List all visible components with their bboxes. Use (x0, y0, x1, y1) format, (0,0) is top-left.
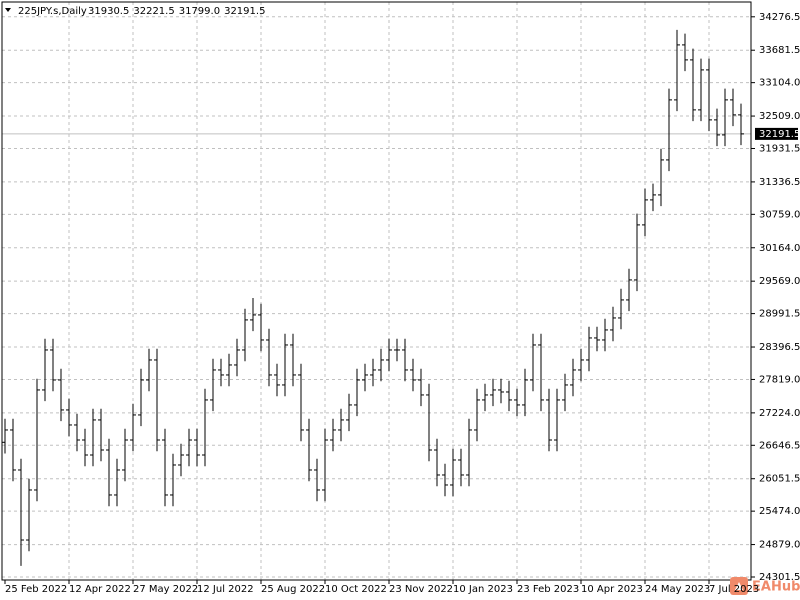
x-tick-label: 10 Apr 2023 (581, 584, 643, 595)
y-tick-label: 26051.5 (759, 474, 800, 485)
x-tick-label: 23 Feb 2023 (517, 584, 579, 595)
y-tick-label: 29569.0 (759, 276, 800, 287)
y-tick-label: 24301.5 (759, 572, 800, 583)
y-tick-label: 25474.0 (759, 506, 800, 517)
watermark-text: EAHub (752, 580, 800, 595)
y-tick-label: 27224.0 (759, 408, 800, 419)
header-value: 31930.5 (88, 6, 129, 17)
bars (2, 29, 744, 566)
y-tick-label: 24879.0 (759, 540, 800, 551)
symbol-title: 225JPY.s,Daily (18, 6, 87, 17)
x-tick-label: 10 Jan 2023 (453, 584, 513, 595)
watermark: EAHub (730, 577, 800, 595)
y-tick-label: 33104.0 (759, 78, 800, 89)
x-tick-label: 24 May 2023 (645, 584, 710, 595)
header-value: 32191.5 (224, 6, 265, 17)
watermark-icon-glyph (735, 582, 743, 590)
header-values: 31930.5 32221.5 31799.0 32191.5 (88, 6, 265, 17)
y-tick-label: 30164.0 (759, 243, 800, 254)
header-value: 32221.5 (133, 6, 174, 17)
y-tick-label: 31931.5 (759, 143, 800, 154)
x-tick-label: 23 Nov 2022 (389, 584, 453, 595)
y-tick-label: 32509.0 (759, 111, 800, 122)
y-tick-label: 30759.0 (759, 209, 800, 220)
last-price-label: 32191.5 (759, 129, 800, 140)
x-tick-label: 7 Jul 2023 (709, 584, 759, 595)
x-tick-label: 12 Jul 2022 (197, 584, 254, 595)
plot-frame (1, 1, 752, 581)
menu-arrow[interactable] (5, 8, 11, 12)
x-tick-label: 12 Apr 2022 (69, 584, 131, 595)
x-tick-label: 27 May 2022 (133, 584, 198, 595)
header-value: 31799.0 (179, 6, 220, 17)
grid (2, 2, 751, 580)
last-price-box (755, 127, 798, 140)
y-tick-label: 28396.5 (759, 342, 800, 353)
x-tick-label: 10 Oct 2022 (325, 584, 387, 595)
x-tick-label: 25 Aug 2022 (261, 584, 325, 595)
y-tick-label: 33681.5 (759, 45, 800, 56)
y-tick-label: 34276.5 (759, 12, 800, 23)
y-tick-label: 28991.5 (759, 309, 800, 320)
y-tick-label: 27819.0 (759, 374, 800, 385)
x-tick-label: 25 Feb 2022 (5, 584, 67, 595)
y-tick-label: 26646.5 (759, 440, 800, 451)
y-tick-label: 31336.5 (759, 177, 800, 188)
